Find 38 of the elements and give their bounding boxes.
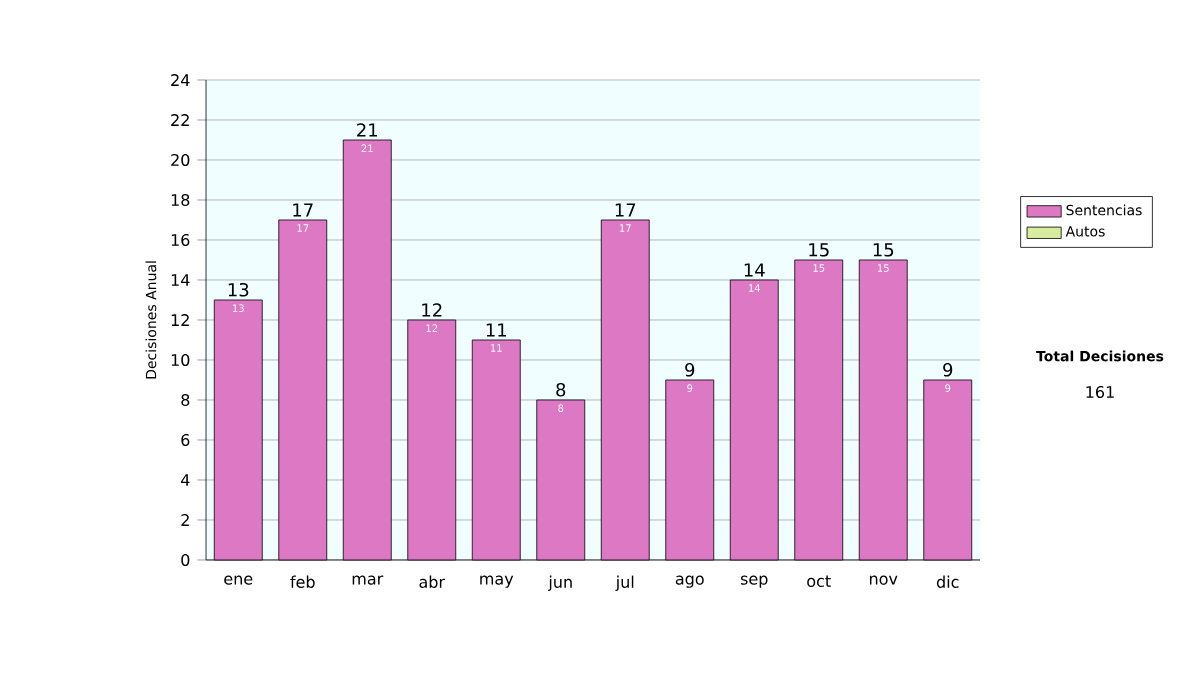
y-tick-label: 0 xyxy=(181,553,190,567)
x-tick-label: nov xyxy=(869,575,898,585)
x-tick-label: ene xyxy=(224,575,253,585)
x-tick-label: dic xyxy=(936,575,959,588)
y-tick-label: 24 xyxy=(171,74,190,86)
y-tick-label: 6 xyxy=(181,433,190,447)
text: 161 xyxy=(1086,385,1114,399)
y-tick-label: 20 xyxy=(171,153,190,167)
y-tick-label: 10 xyxy=(171,353,190,367)
y-tick-label: 12 xyxy=(171,314,189,326)
x-tick-label: oct xyxy=(807,575,831,588)
y-tick-label: 16 xyxy=(171,233,190,247)
total-label: 15 xyxy=(809,243,829,257)
x-tick-label: jun xyxy=(548,575,572,592)
y-tick-label: 22 xyxy=(171,114,189,126)
total-label: 9 xyxy=(685,362,695,377)
x-tick-label: jul xyxy=(615,575,634,592)
total-label: 9 xyxy=(943,362,953,377)
y-tick-label: 4 xyxy=(181,474,190,486)
total-label: 14 xyxy=(744,263,765,277)
total-label: 13 xyxy=(228,282,249,297)
x-tick-label: mar xyxy=(352,575,384,585)
x-tick-label: abr xyxy=(419,575,446,588)
y-tick-label: 8 xyxy=(181,393,190,407)
total-label: 17 xyxy=(615,203,636,217)
total-label: 15 xyxy=(873,243,894,257)
total-label: 21 xyxy=(357,123,378,137)
x-tick-label: sep xyxy=(740,575,768,588)
y-tick-label: 2 xyxy=(181,514,189,526)
total-label: 12 xyxy=(422,303,442,317)
total-label: 8 xyxy=(556,382,566,397)
x-tick-label: may xyxy=(480,575,514,588)
x-tick-label: ago xyxy=(675,575,704,588)
y-tick-label: 14 xyxy=(171,274,190,286)
total-label: 11 xyxy=(486,323,507,337)
x-tick-label: feb xyxy=(290,575,315,588)
total-label: 17 xyxy=(293,203,313,217)
y-tick-label: 18 xyxy=(171,193,190,207)
